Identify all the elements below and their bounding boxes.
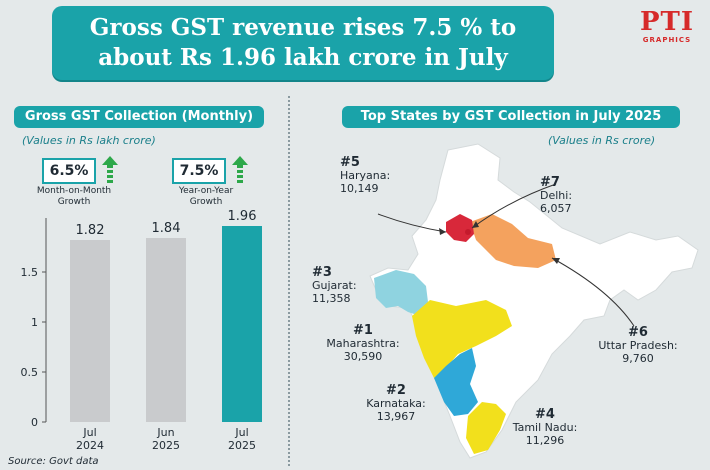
rank-gujarat: #3 [312,265,332,280]
x-tick-label-month: Jul [82,426,96,439]
state-label-maharashtra: #1 Maharashtra: 30,590 [318,324,408,363]
x-tick-label-month: Jul [234,426,248,439]
india-map [369,143,699,459]
yoy-label-line-2: Growth [189,197,223,207]
headline-banner: Gross GST revenue rises 7.5 % to about R… [52,6,554,80]
bar [222,226,262,422]
value-maharashtra: 30,590 [343,350,383,363]
maharashtra-region [412,300,512,378]
name-karnataka: Karnataka: [366,397,426,410]
delhi-arrowhead [472,221,479,228]
yoy-label: Year-on-Year Growth [156,186,256,208]
value-delhi: 6,057 [540,202,572,215]
x-tick-label-year: 2024 [76,439,104,452]
haryana-region [446,214,474,242]
rank-uttar-pradesh: #6 [628,325,648,340]
name-maharashtra: Maharashtra: [326,337,400,350]
uttar-pradesh-region [470,214,556,268]
state-label-delhi: #7 Delhi: 6,057 [540,176,590,215]
up-state-arrow [551,257,635,327]
bar [70,240,110,422]
bar-value-label: 1.96 [228,210,257,224]
gujarat-region [374,270,428,316]
bar-value-label: 1.82 [76,223,105,238]
rank-delhi: #7 [540,175,560,190]
y-tick-label: 1 [31,316,38,329]
up-arrow-icon [232,156,248,183]
y-tick-label: 0 [31,416,38,429]
right-panel-unit: (Values in Rs crore) [548,134,656,147]
y-tick-label: 1.5 [21,266,39,279]
state-label-uttar-pradesh: #6 Uttar Pradesh: 9,760 [588,326,688,365]
state-label-tamil-nadu: #4 Tamil Nadu: 11,296 [500,408,590,447]
rank-karnataka: #2 [386,383,406,398]
up-arrow-icon [102,156,118,183]
x-tick-label-year: 2025 [152,439,180,452]
bar [146,238,186,422]
x-tick-label-month: Jun [156,426,174,439]
mom-label-line-1: Month-on-Month [36,186,112,196]
y-tick-label: 0.5 [21,366,39,379]
rank-maharashtra: #1 [353,323,373,338]
logo-subtext: GRAPHICS [642,36,692,44]
left-panel-title: Gross GST Collection (Monthly) [14,106,264,128]
panel-divider [288,96,290,466]
name-tamil-nadu: Tamil Nadu: [512,421,578,434]
name-haryana: Haryana: [340,169,391,182]
gst-bar-chart: 00.511.51.82Jul20241.84Jun20251.96Jul202… [21,210,262,452]
value-karnataka: 13,967 [376,410,416,423]
mom-badge: 6.5% [42,158,96,184]
state-label-karnataka: #2 Karnataka: 13,967 [356,384,436,423]
state-label-gujarat: #3 Gujarat: 11,358 [312,266,372,305]
value-haryana: 10,149 [340,182,379,195]
x-tick-label-year: 2025 [228,439,256,452]
delhi-arrow [471,183,557,229]
name-uttar-pradesh: Uttar Pradesh: [598,339,678,352]
source-note: Source: Govt data [8,456,99,467]
state-label-haryana: #5 Haryana: 10,149 [340,156,400,195]
pti-logo: PTI GRAPHICS [632,8,702,48]
bar-value-label: 1.84 [152,221,181,236]
logo-text: PTI [639,7,695,37]
rank-haryana: #5 [340,155,360,170]
yoy-label-line-1: Year-on-Year [178,186,234,196]
right-panel-title: Top States by GST Collection in July 202… [342,106,680,128]
tamil-nadu-region [466,402,506,454]
haryana-arrow [377,213,447,233]
value-gujarat: 11,358 [312,292,351,305]
karnataka-region [434,348,478,416]
mom-label-line-2: Growth [57,197,91,207]
haryana-arrowhead [439,228,446,235]
headline-line-2: about Rs 1.96 lakh crore in July [98,44,508,71]
name-delhi: Delhi: [540,189,573,202]
rank-tamil-nadu: #4 [535,407,555,422]
name-gujarat: Gujarat: [312,279,357,292]
up-state-arrowhead [552,258,560,264]
mom-label: Month-on-Month Growth [22,186,126,208]
yoy-badge: 7.5% [172,158,226,184]
value-tamil-nadu: 11,296 [525,434,565,447]
delhi-region [465,229,471,235]
headline-line-1: Gross GST revenue rises 7.5 % to [89,14,517,41]
value-uttar-pradesh: 9,760 [622,352,654,365]
left-panel-unit: (Values in Rs lakh crore) [22,134,156,147]
